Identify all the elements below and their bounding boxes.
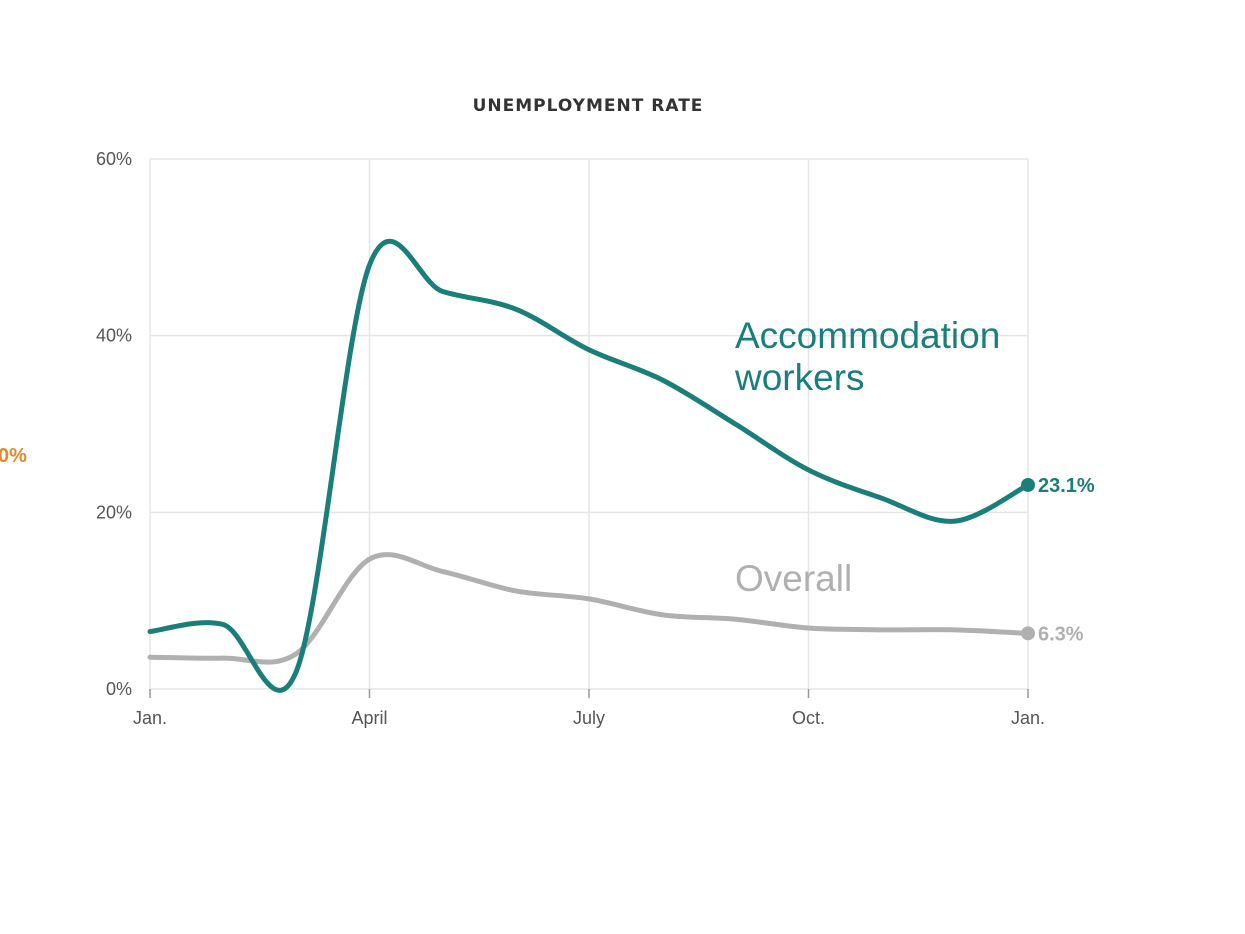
grid [149, 158, 1029, 690]
end-value-label: 23.1% [1038, 475, 1095, 497]
x-tick-label: Jan. [1011, 708, 1045, 728]
series-line-0 [147, 238, 1031, 693]
x-axis: Jan. April July Oct. Jan. [133, 689, 1045, 728]
y-axis: 0% 20% 40% 60% [96, 149, 132, 699]
chart-title: UNEMPLOYMENT RATE [473, 96, 704, 116]
y-tick-label: 20% [96, 502, 132, 522]
y-tick-label: 0% [106, 679, 132, 699]
end-point-marker [1021, 626, 1035, 641]
x-tick-label: Oct. [792, 708, 825, 728]
series-lines: 6.3% 23.1% [147, 238, 1095, 693]
y-tick-label: 60% [96, 149, 132, 169]
offscreen-value-label: 0% [0, 445, 27, 467]
y-tick-label: 40% [96, 326, 132, 346]
series-label-accommodation-line2: workers [734, 357, 865, 398]
end-point-marker [1021, 477, 1035, 492]
series-line-1 [147, 552, 1031, 665]
series-label-overall: Overall [735, 558, 852, 599]
series-label-accommodation: Accommodation [735, 315, 1000, 356]
end-value-label: 6.3% [1038, 623, 1084, 645]
x-tick-label: July [573, 708, 605, 728]
x-tick-label: Jan. [133, 708, 167, 728]
x-tick-label: April [351, 708, 387, 728]
